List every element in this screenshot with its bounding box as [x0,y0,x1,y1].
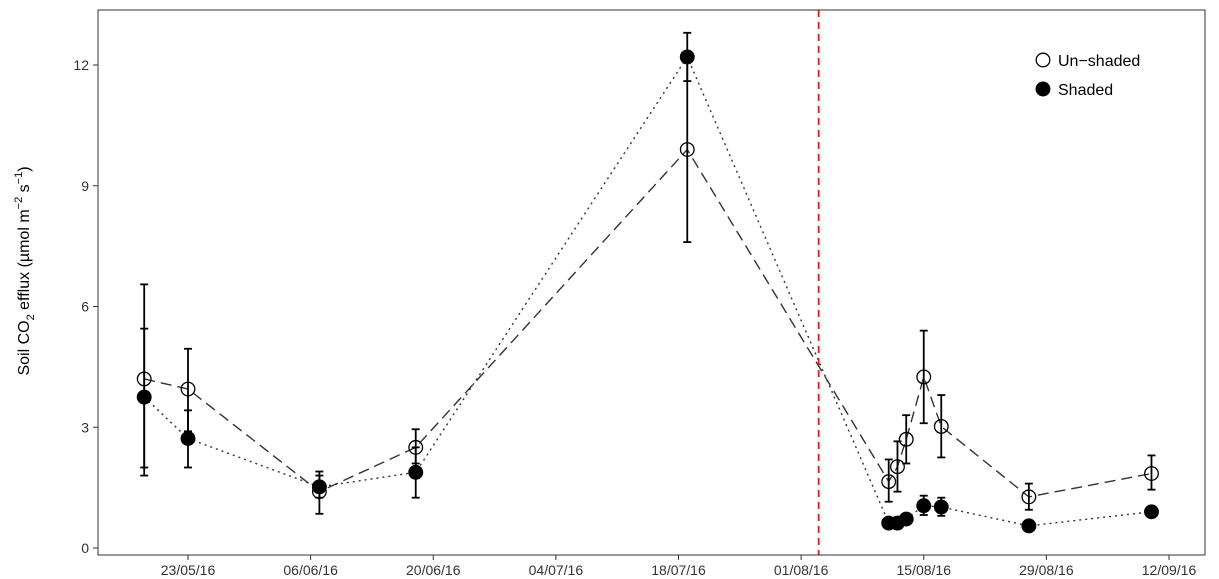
data-point-unshaded [933,418,949,434]
x-tick-label: 01/08/16 [774,562,829,578]
legend-item-shaded: Shaded [1035,81,1113,99]
y-tick-label: 12 [73,57,89,73]
data-point-shaded [898,511,914,527]
error-bar-unshaded [937,394,946,459]
y-axis: 0 3 6 9 12 [73,57,98,556]
y-tick-label: 0 [81,540,89,556]
data-point-shaded [1144,504,1159,520]
data-point-unshaded [881,474,897,490]
plot-panel-border [97,9,1206,556]
legend-label-shaded: Shaded [1058,82,1113,99]
y-tick-label: 3 [81,419,89,435]
x-tick-label: 18/07/16 [651,562,706,578]
y-axis-title: Soil CO2 efflux (µmol m−2 s−1) [13,166,37,375]
x-tick-label: 12/09/16 [1142,562,1197,578]
legend-label-unshaded: Un−shaded [1058,53,1140,70]
legend-open-circle-icon [1035,52,1051,68]
x-tick-label: 15/08/16 [897,562,952,578]
series-line-shaded [143,55,1152,527]
data-point-unshaded [1144,466,1159,481]
data-point-unshaded [916,369,932,385]
x-tick-label: 04/07/16 [529,562,584,578]
data-point-shaded [679,49,695,65]
data-point-unshaded [890,459,905,475]
y-tick-label: 6 [81,299,89,315]
x-tick-label: 20/06/16 [406,562,461,578]
data-point-shaded [408,464,424,480]
x-tick-label: 29/08/16 [1019,562,1074,578]
data-point-unshaded [180,381,196,397]
data-point-shaded [933,499,949,515]
error-bars [140,31,1156,530]
data-point-shaded [180,431,196,446]
data-point-shaded [311,479,327,495]
y-tick-label: 9 [81,178,89,194]
data-point-shaded [1021,518,1037,534]
series-line-unshaded [144,148,1152,498]
x-tick-label: 06/06/16 [283,562,338,578]
x-axis: 23/05/16 06/06/16 20/06/16 04/07/16 18/07/16… [161,555,1197,578]
legend-filled-circle-icon [1035,81,1051,97]
data-point-unshaded [898,431,914,447]
data-point-shaded [916,498,932,514]
legend: Un−shaded Shaded [1035,52,1140,99]
data-point-unshaded [408,439,424,455]
error-bar-unshaded [919,329,928,425]
error-bar-unshaded [1024,482,1033,511]
data-point-unshaded [679,142,695,157]
error-bar-unshaded [1147,454,1156,491]
data-point-unshaded [1021,489,1037,505]
error-bar-unshaded [884,458,893,503]
data-point-shaded [136,389,152,405]
x-tick-label: 23/05/16 [161,562,216,578]
data-points [136,49,1159,534]
series-lines [143,55,1152,527]
legend-item-unshaded: Un−shaded [1035,52,1140,70]
data-point-unshaded [136,371,152,387]
